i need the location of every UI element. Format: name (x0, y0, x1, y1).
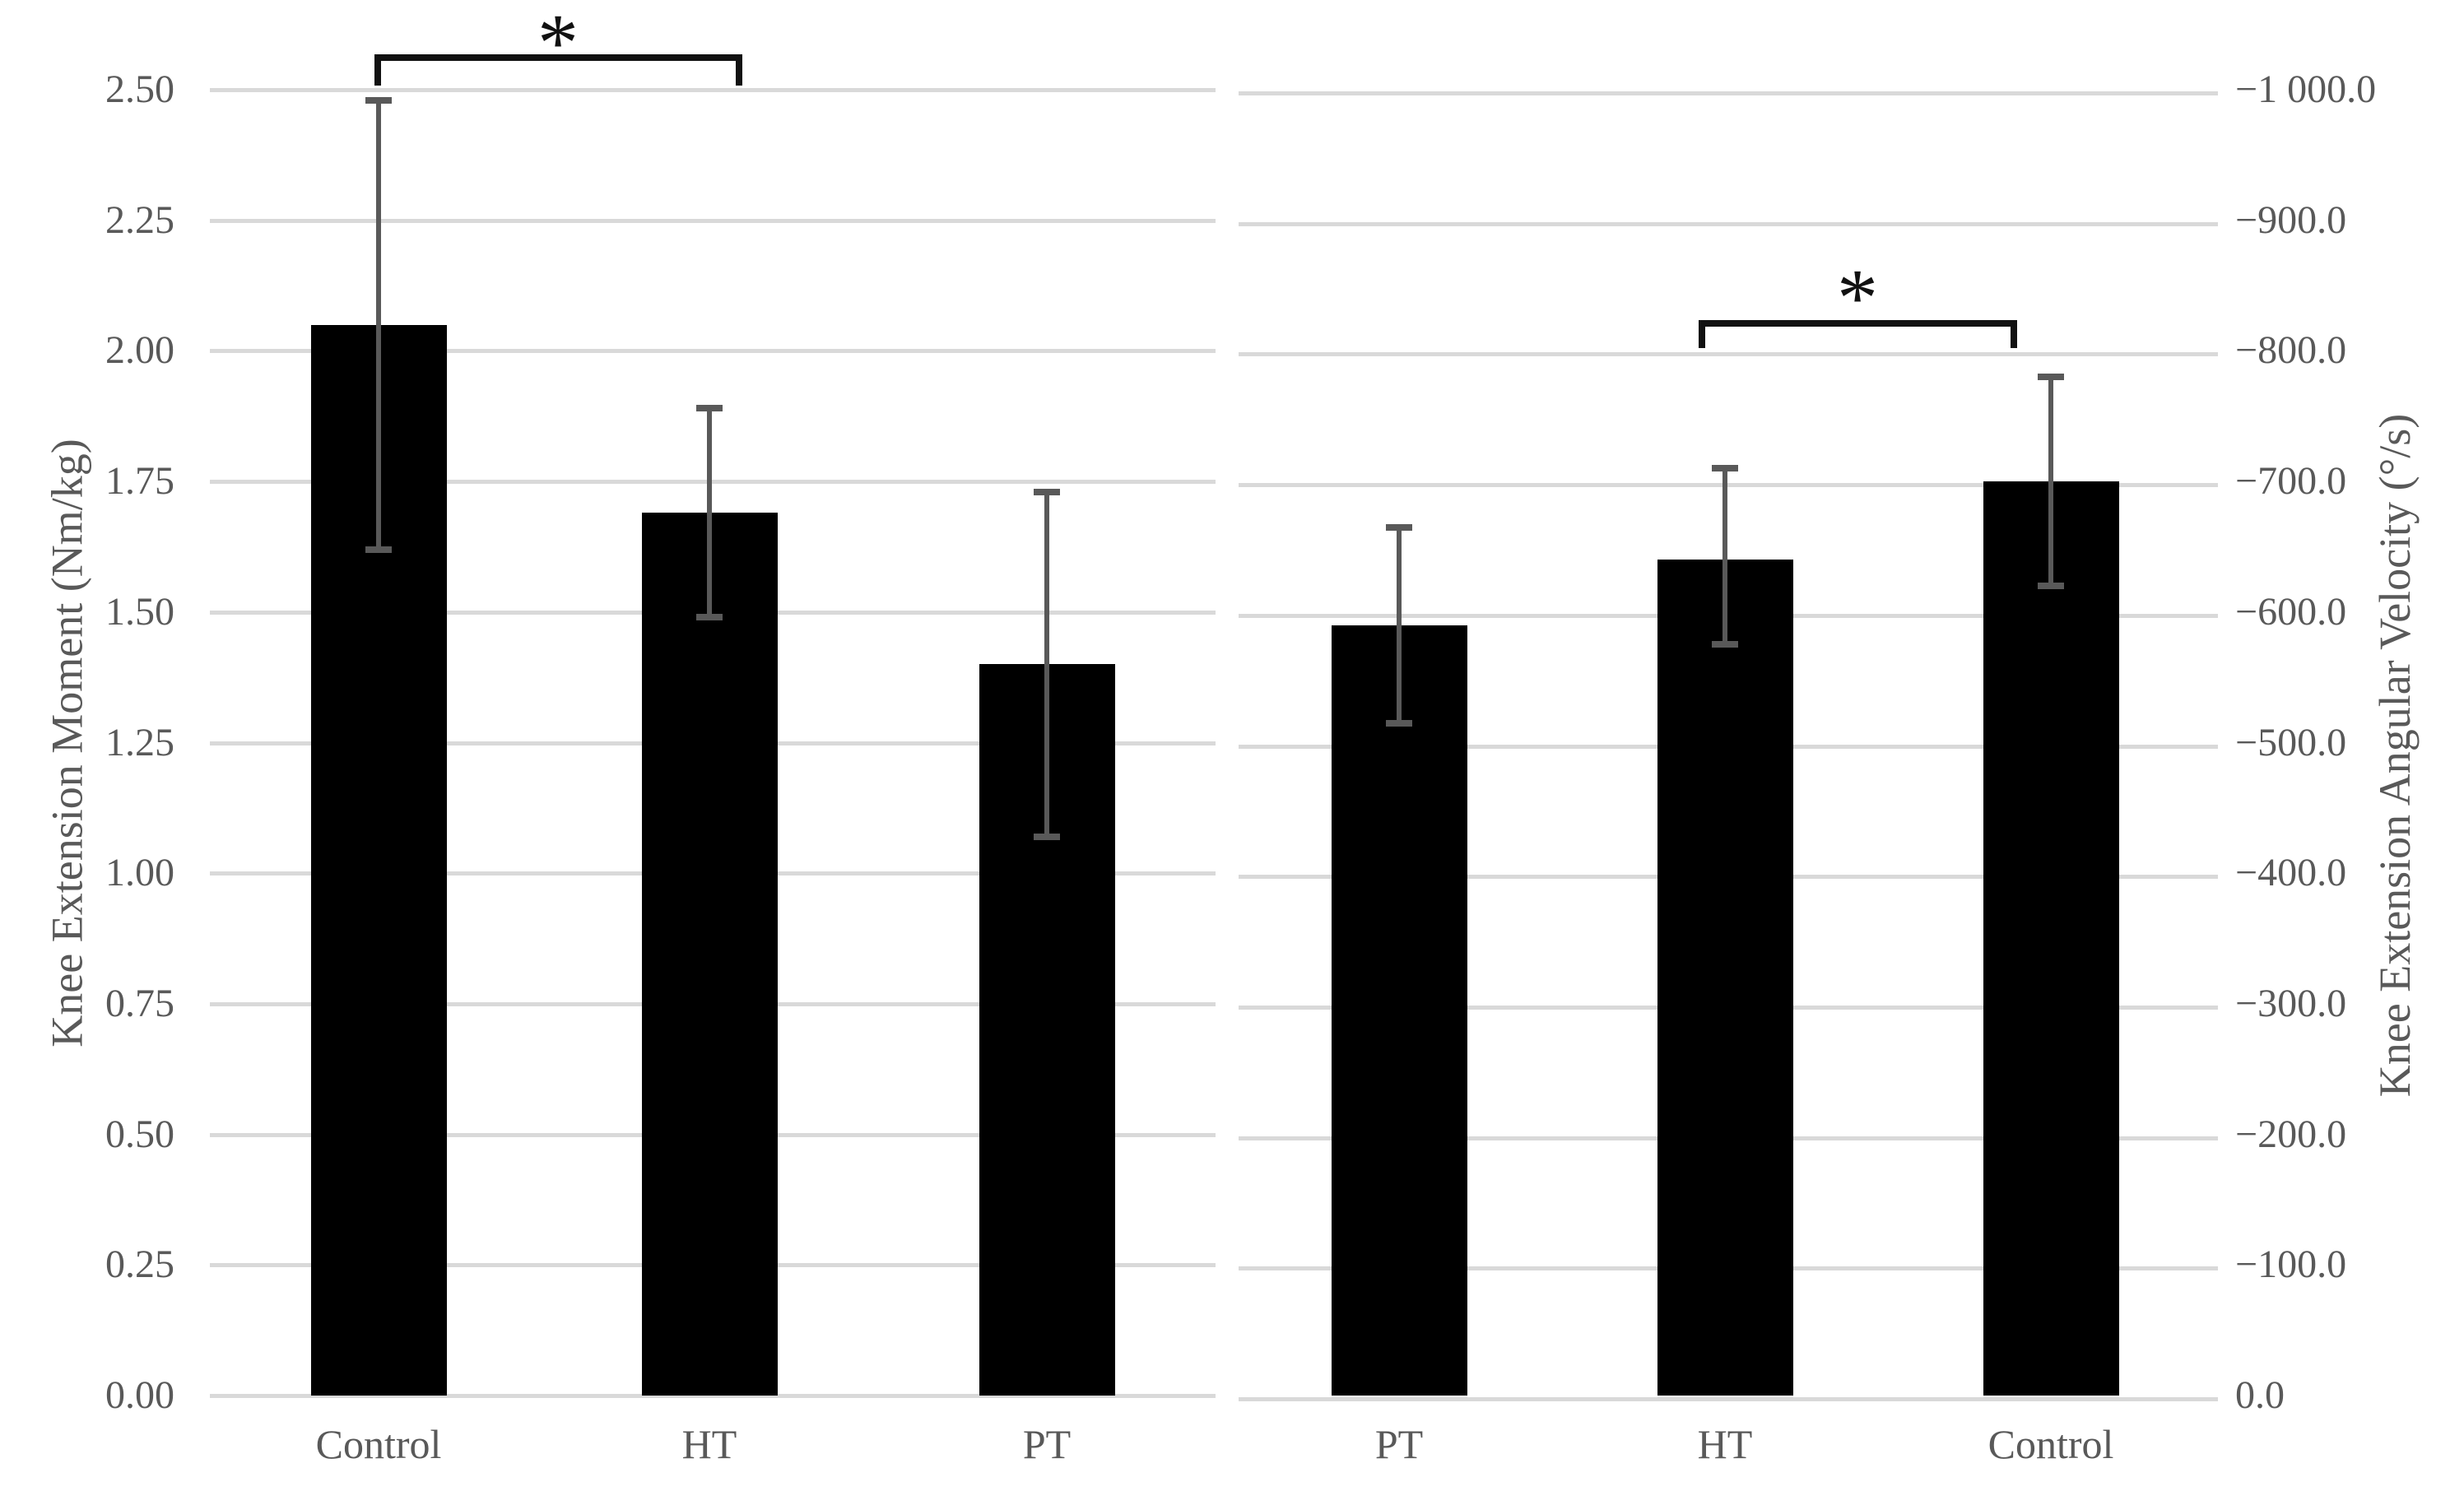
category-label-control: Control (315, 1421, 442, 1467)
left-axis-tick-label: 1.50 (105, 589, 174, 634)
right-axis-title-text: Knee Extension Angular Velocity (°/s) (2370, 413, 2420, 1098)
significance-bracket (374, 54, 742, 86)
error-bar-stem (1397, 527, 1402, 723)
bar-ht-right (1657, 560, 1793, 1396)
left-axis-tick-label: 0.75 (105, 981, 174, 1025)
right-axis-tick-label: −200.0 (2235, 1112, 2347, 1156)
right-axis-tick-label: −300.0 (2235, 981, 2347, 1025)
right-axis-tick-label: 0.0 (2235, 1373, 2285, 1417)
right-axis-tick-label: −100.0 (2235, 1242, 2347, 1287)
gridline-left-segment (210, 349, 1216, 354)
error-bar-stem (707, 408, 712, 618)
right-axis-tick-label: −400.0 (2235, 851, 2347, 895)
gridline-right-segment (1239, 483, 2218, 488)
left-axis-tick-label: 1.75 (105, 459, 174, 504)
error-bar-bottom-cap (365, 546, 392, 553)
right-axis-tick-label: −700.0 (2235, 459, 2347, 504)
error-bar-stem (1722, 468, 1727, 645)
error-bar-top-cap (1386, 523, 1412, 531)
bar-ht-left (641, 513, 778, 1396)
error-bar-top-cap (2038, 374, 2064, 381)
gridline-right-segment (1239, 91, 2218, 95)
gridline-right-segment (1239, 221, 2218, 226)
error-bar-top-cap (696, 405, 723, 412)
left-axis-tick-label: 1.00 (105, 851, 174, 895)
right-axis-tick-label: −900.0 (2235, 197, 2347, 242)
left-axis-tick-label: 2.00 (105, 328, 174, 373)
category-label-control: Control (1987, 1421, 2114, 1467)
error-bar-bottom-cap (1386, 719, 1412, 727)
left-axis-tick-label: 2.50 (105, 67, 174, 111)
category-label-pt: PT (1374, 1421, 1424, 1467)
gridline-right-segment (1239, 1397, 2218, 1401)
right-axis-tick-label: −1 000.0 (2235, 67, 2377, 111)
gridline-left-segment (210, 218, 1216, 223)
bar-pt-right (1331, 625, 1467, 1396)
left-axis-tick-label: 2.25 (105, 197, 174, 242)
category-label-ht: HT (681, 1421, 737, 1467)
right-axis-tick-label: −800.0 (2235, 328, 2347, 373)
error-bar-top-cap (1712, 465, 1738, 472)
bar-control-right (1983, 481, 2119, 1396)
error-bar-top-cap (1034, 488, 1060, 495)
error-bar-top-cap (365, 96, 392, 104)
error-bar-stem (376, 100, 381, 550)
left-axis-tick-label: 0.50 (105, 1112, 174, 1156)
error-bar-stem (1044, 491, 1049, 837)
error-bar-bottom-cap (696, 614, 723, 621)
significance-asterisk: * (537, 0, 579, 88)
error-bar-bottom-cap (2038, 583, 2064, 590)
error-bar-bottom-cap (1034, 833, 1060, 840)
category-label-ht: HT (1697, 1421, 1753, 1467)
category-label-pt: PT (1022, 1421, 1072, 1467)
left-axis-tick-label: 1.25 (105, 720, 174, 764)
left-axis-tick-label: 0.00 (105, 1373, 174, 1417)
left-axis-tick-label: 0.25 (105, 1242, 174, 1287)
error-bar-stem (2048, 377, 2053, 587)
right-axis-tick-label: −500.0 (2235, 720, 2347, 764)
right-axis-tick-label: −600.0 (2235, 589, 2347, 634)
gridline-left-segment (210, 480, 1216, 485)
gridline-left-segment (210, 1394, 1216, 1398)
gridline-left-segment (210, 88, 1216, 92)
gridline-right-segment (1239, 352, 2218, 357)
significance-bracket (1699, 320, 2017, 348)
significance-asterisk: * (1837, 252, 1878, 343)
error-bar-bottom-cap (1712, 641, 1738, 648)
